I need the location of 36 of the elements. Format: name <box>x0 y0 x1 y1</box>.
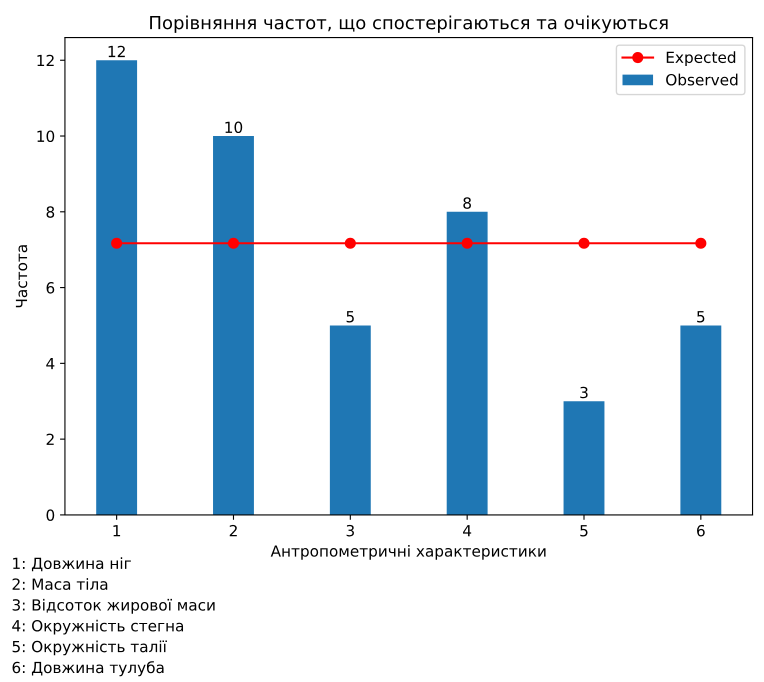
x-tick-label: 3 <box>346 524 354 536</box>
bar <box>564 401 604 515</box>
text: 2: Маса тіла <box>12 578 108 590</box>
bar <box>330 325 371 515</box>
chart-title: Порівняння частот, що спостерігаються та очікуються <box>150 15 668 33</box>
y-tick-label: 6 <box>46 282 54 294</box>
y-tick-label: 10 <box>37 130 54 142</box>
x-tick-label: 1 <box>113 525 120 536</box>
y-tick-label: 4 <box>46 358 54 370</box>
y-axis-title: Частота <box>16 245 28 308</box>
data-label: 5 <box>697 311 704 323</box>
data-label: 10 <box>225 122 242 134</box>
x-tick-label: 6 <box>697 524 705 536</box>
bar <box>213 136 254 515</box>
y-tick-label: 12 <box>37 54 54 66</box>
text: 3: Відсоток жирової маси <box>12 598 215 614</box>
legend-label: Expected <box>666 51 736 66</box>
y-tick-label: 8 <box>46 206 54 218</box>
x-tick-label: 5 <box>580 525 588 536</box>
bar <box>96 60 138 515</box>
data-label: 5 <box>346 311 354 323</box>
bar <box>446 212 488 515</box>
x-axis-title: Антропометричні характеристики <box>270 544 546 560</box>
data-label: 3 <box>580 386 588 398</box>
y-tick-label: 2 <box>46 434 54 445</box>
text: 5: Окружність талії <box>12 640 167 656</box>
x-tick-label: 2 <box>230 524 237 536</box>
data-label: 12 <box>108 46 125 58</box>
text: 1: Довжина ніг <box>13 557 131 572</box>
x-tick-label: 4 <box>463 525 472 536</box>
legend-label: Observed <box>666 74 738 86</box>
y-tick-label: 0 <box>46 509 54 521</box>
text: 4: Окружність стегна <box>12 620 184 634</box>
text: 6: Довжина тулуба <box>12 661 164 676</box>
bar <box>680 325 722 515</box>
data-label: 8 <box>463 197 471 209</box>
